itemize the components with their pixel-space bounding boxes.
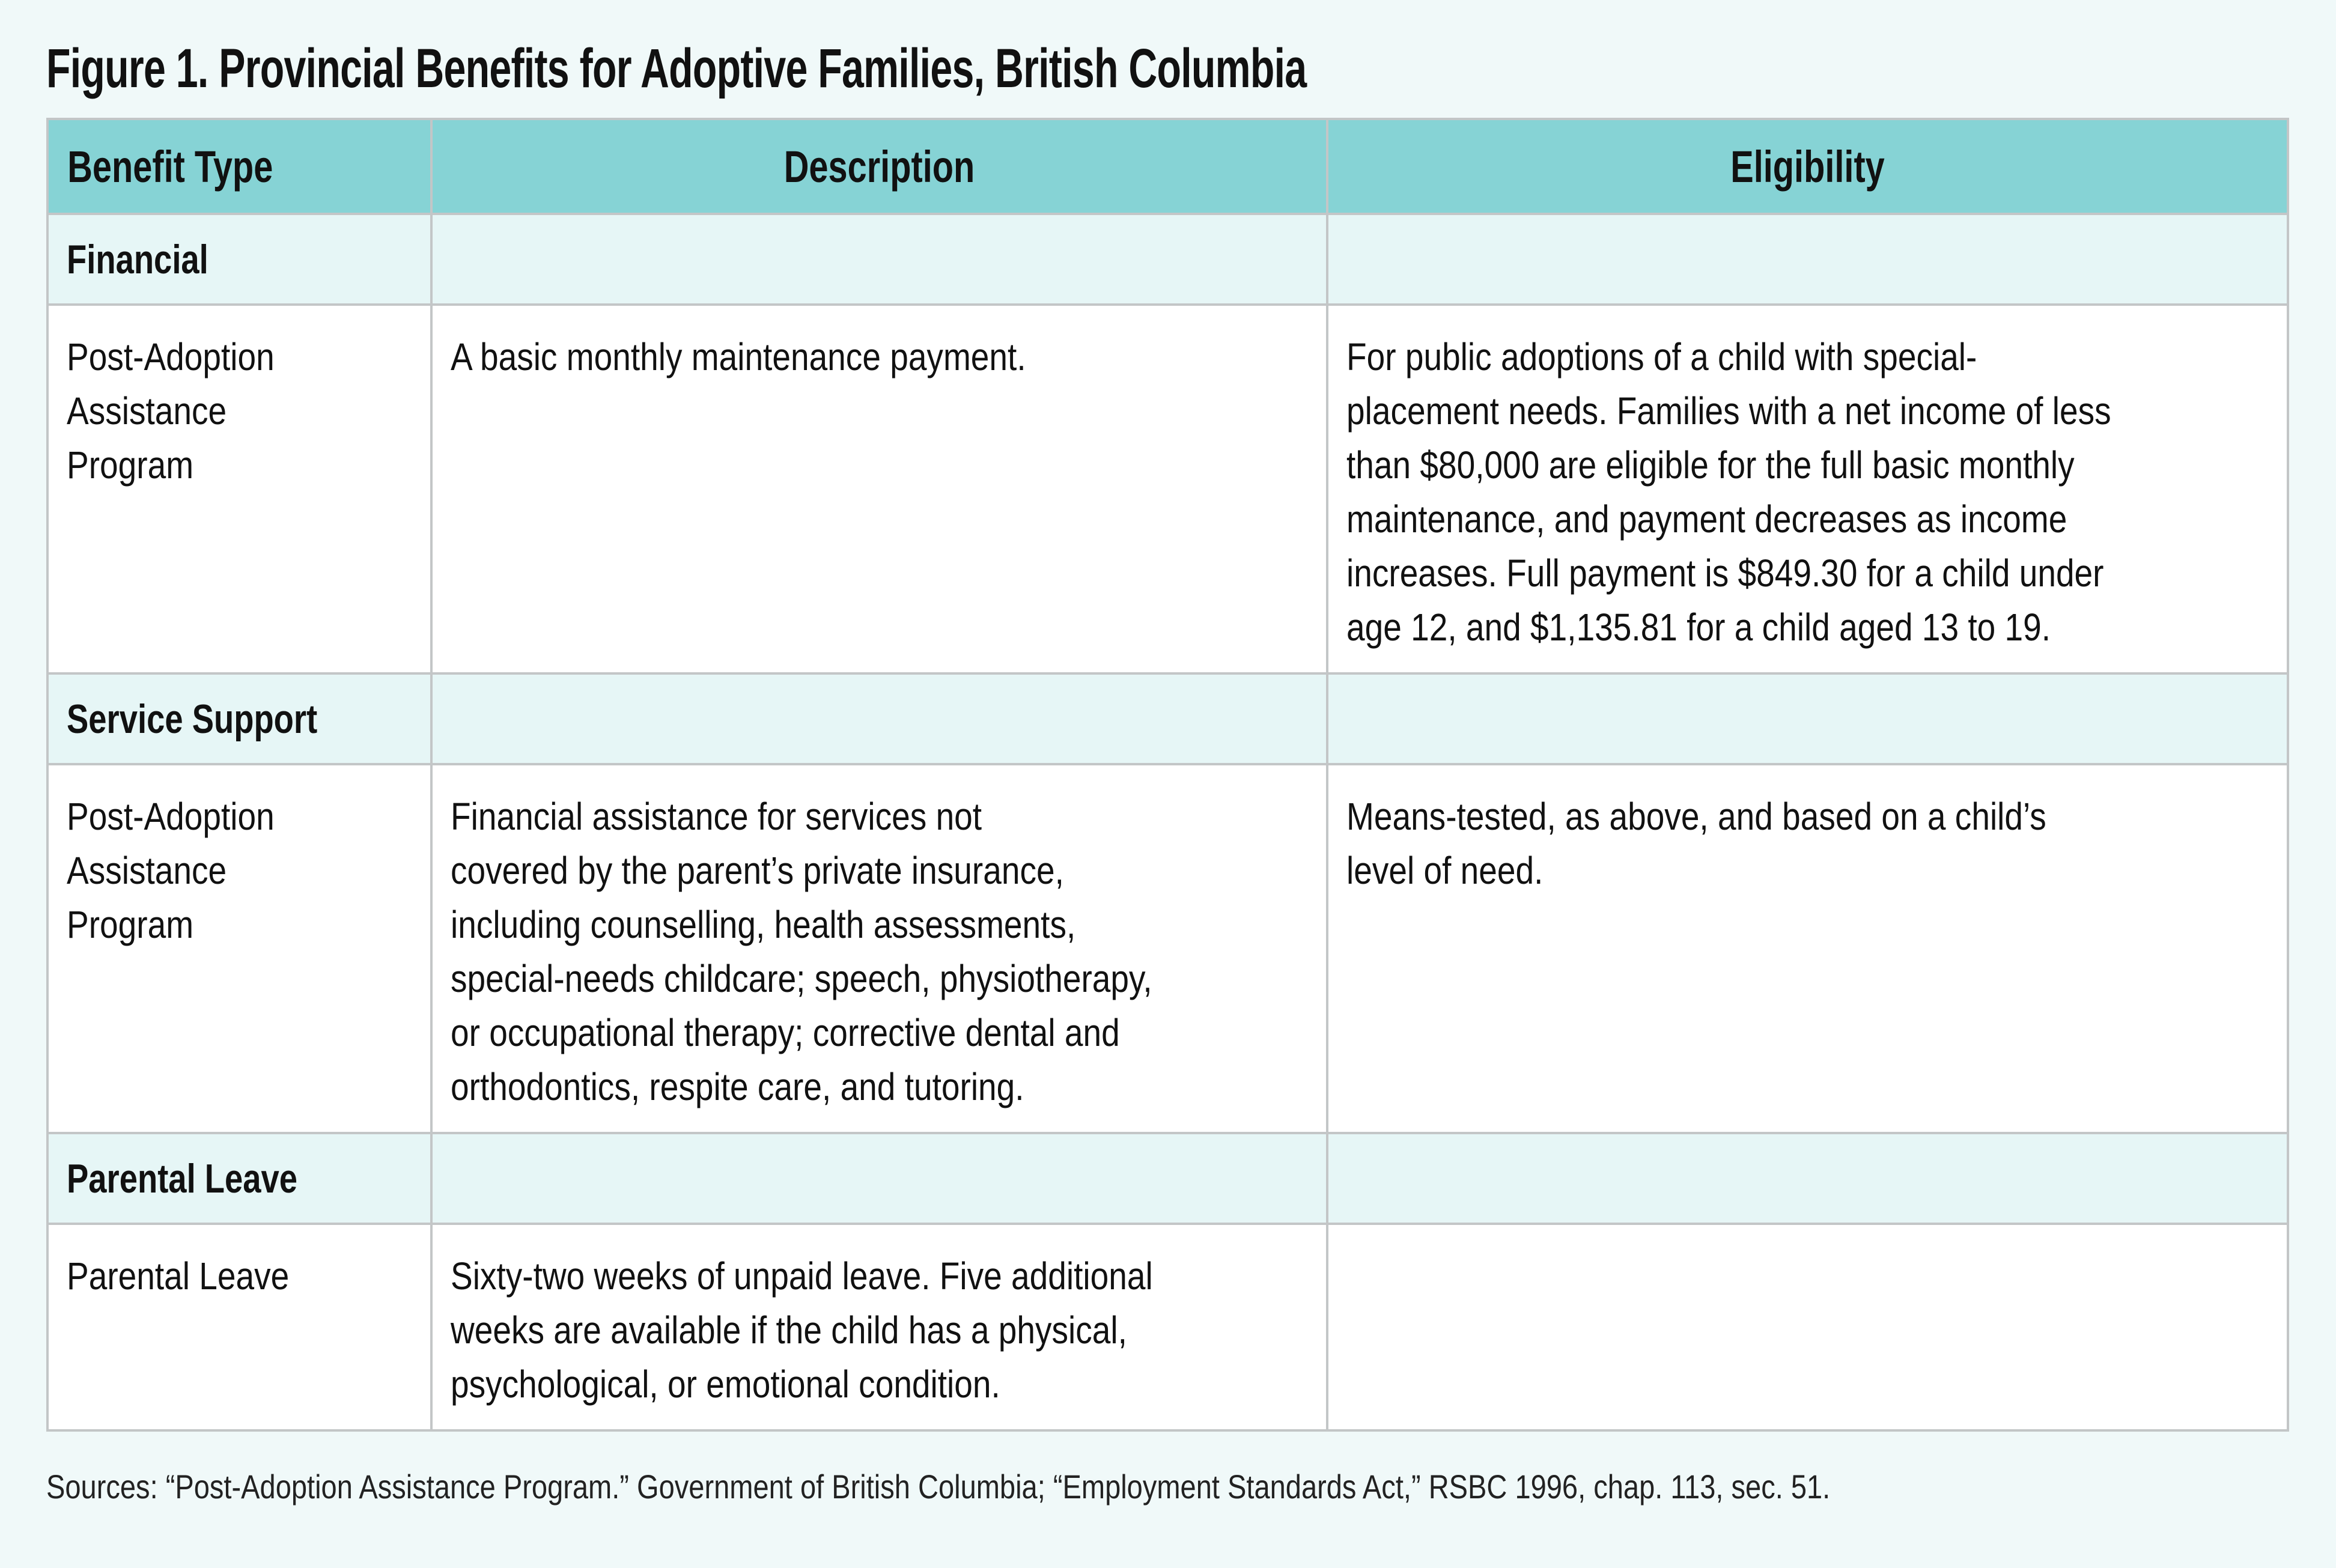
empty-cell (430, 213, 1328, 306)
text-line: Assistance (67, 389, 227, 433)
table-row: Parental Leave Sixty-two weeks of unpaid … (46, 1223, 2289, 1432)
text-line: Financial assistance for services not (451, 795, 982, 838)
text-line: than $80,000 are eligible for the full b… (1346, 443, 2075, 487)
category-row: Service Support (46, 672, 2289, 765)
text-line: For public adoptions of a child with spe… (1346, 335, 1977, 378)
sources-note: Sources: “Post-Adoption Assistance Progr… (46, 1468, 1831, 1506)
category-label: Parental Leave (67, 1155, 298, 1202)
column-header-eligibility: Eligibility (1326, 118, 2289, 215)
header-label: Eligibility (1730, 141, 1885, 192)
empty-cell (430, 1132, 1328, 1225)
column-header-description: Description (430, 118, 1328, 215)
description-cell-content: Financial assistance for services not cov… (433, 765, 1326, 1132)
empty-cell (1326, 1132, 2289, 1225)
benefit-cell: Parental Leave (46, 1223, 433, 1432)
text-line: Assistance (67, 849, 227, 892)
text-line: increases. Full payment is $849.30 for a… (1346, 552, 2104, 595)
text-line: weeks are available if the child has a p… (451, 1308, 1127, 1352)
text-line: placement needs. Families with a net inc… (1346, 389, 2111, 433)
benefit-cell: Post-Adoption Assistance Program (46, 763, 433, 1134)
column-header-benefit-type: Benefit Type (46, 118, 433, 215)
eligibility-cell: For public adoptions of a child with spe… (1326, 303, 2289, 675)
benefit-cell-content: Post-Adoption Assistance Program (49, 765, 430, 970)
description-cell-content: Sixty-two weeks of unpaid leave. Five ad… (433, 1225, 1326, 1429)
table-body: Financial Post-Adoption Assistance Program A… (46, 213, 2289, 1432)
empty-cell (1326, 672, 2289, 765)
benefit-cell: Post-Adoption Assistance Program (46, 303, 433, 675)
benefit-cell-content: Parental Leave (49, 1225, 430, 1321)
category-row: Financial (46, 213, 2289, 306)
text-line: or occupational therapy; corrective dent… (451, 1011, 1120, 1054)
table-row: Post-Adoption Assistance Program Financial … (46, 763, 2289, 1134)
text-line: Means-tested, as above, and based on a c… (1346, 795, 2046, 838)
eligibility-cell-content: For public adoptions of a child with spe… (1328, 306, 2287, 672)
text-line: psychological, or emotional condition. (451, 1363, 1000, 1406)
text-line: Post-Adoption (67, 795, 275, 838)
description-cell-content: A basic monthly maintenance payment. (433, 306, 1326, 402)
benefit-cell-content: Post-Adoption Assistance Program (49, 306, 430, 510)
text-line: age 12, and $1,135.81 for a child aged 1… (1346, 606, 2051, 649)
text-line: A basic monthly maintenance payment. (451, 335, 1026, 378)
text-line: level of need. (1346, 849, 1544, 892)
description-cell: A basic monthly maintenance payment. (430, 303, 1328, 675)
category-cell: Parental Leave (46, 1132, 433, 1225)
empty-cell (430, 672, 1328, 765)
empty-cell (1326, 213, 2289, 306)
benefits-table: Benefit Type Description Eligibility Fin… (46, 118, 2289, 1432)
text-line: maintenance, and payment decreases as in… (1346, 497, 2067, 541)
text-line: covered by the parent’s private insuranc… (451, 849, 1064, 892)
category-row: Parental Leave (46, 1132, 2289, 1225)
text-line: Program (67, 443, 194, 487)
eligibility-cell-content: Means-tested, as above, and based on a c… (1328, 765, 2287, 916)
header-label: Description (783, 141, 975, 192)
text-line: Post-Adoption (67, 335, 275, 378)
category-label: Financial (67, 236, 208, 282)
eligibility-cell-content (1328, 1225, 2287, 1267)
text-line: Sixty-two weeks of unpaid leave. Five ad… (451, 1254, 1153, 1298)
eligibility-cell: Means-tested, as above, and based on a c… (1326, 763, 2289, 1134)
eligibility-cell (1326, 1223, 2289, 1432)
text-line: special-needs childcare; speech, physiot… (451, 957, 1152, 1000)
category-cell: Financial (46, 213, 433, 306)
category-label: Service Support (67, 696, 318, 742)
description-cell: Sixty-two weeks of unpaid leave. Five ad… (430, 1223, 1328, 1432)
text-line: including counselling, health assessment… (451, 903, 1076, 946)
header-label: Benefit Type (67, 141, 273, 192)
table-row: Post-Adoption Assistance Program A basic mo… (46, 303, 2289, 675)
text-line: orthodontics, respite care, and tutoring… (451, 1065, 1024, 1108)
table-header-row: Benefit Type Description Eligibility (46, 118, 2289, 215)
description-cell: Financial assistance for services not cov… (430, 763, 1328, 1134)
text-line: Parental Leave (67, 1254, 290, 1298)
category-cell: Service Support (46, 672, 433, 765)
figure-title: Figure 1. Provincial Benefits for Adopti… (46, 38, 1307, 99)
text-line: Program (67, 903, 194, 946)
